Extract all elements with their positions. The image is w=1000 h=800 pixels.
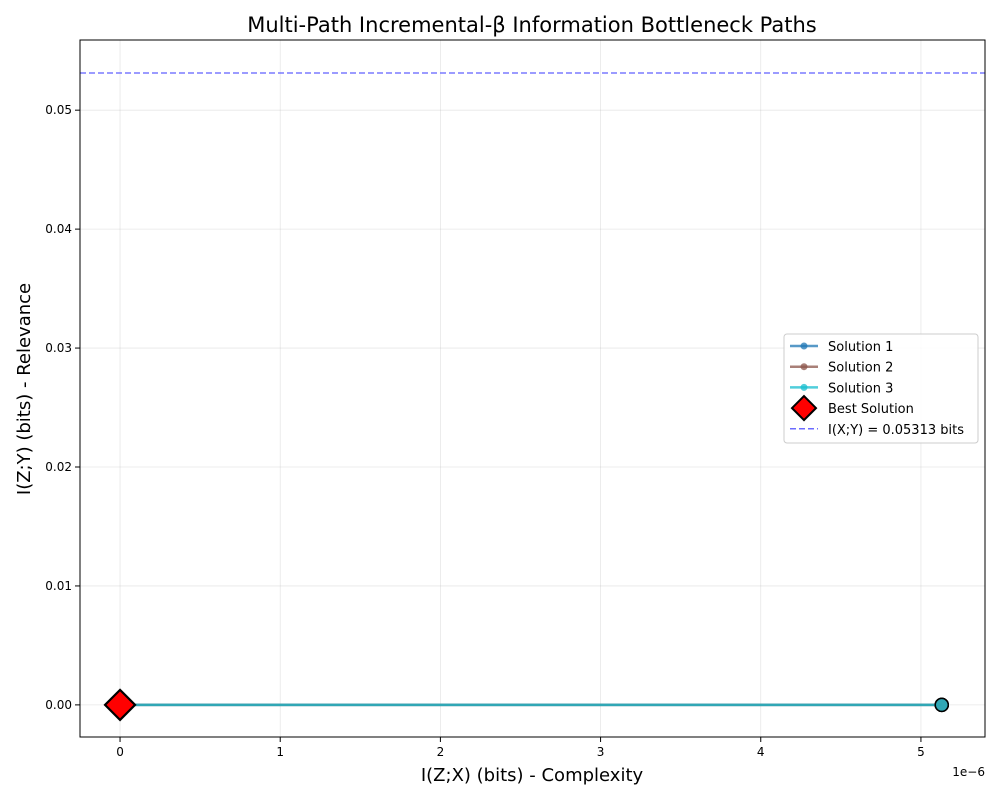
x-tick-label: 2 — [437, 745, 445, 759]
x-tick-label: 1 — [276, 745, 284, 759]
y-tick-label: 0.03 — [45, 341, 72, 355]
legend-label-reference-line: I(X;Y) = 0.05313 bits — [828, 423, 964, 438]
legend-swatch-marker-2 — [800, 363, 808, 371]
y-tick-label: 0.00 — [45, 698, 72, 712]
marker-layer — [103, 688, 950, 722]
y-axis-title: I(Z;Y) (bits) - Relevance — [14, 283, 35, 495]
legend-swatch-best-solution — [790, 394, 818, 422]
x-tick-label: 3 — [597, 745, 605, 759]
x-tick-label: 5 — [917, 745, 925, 759]
legend-label-1: Solution 1 — [828, 340, 893, 355]
y-tick-label: 0.04 — [45, 222, 72, 236]
best-solution-marker — [103, 688, 137, 722]
legend-swatch-marker-1 — [800, 342, 808, 350]
y-tick-label: 0.01 — [45, 579, 72, 593]
x-tick-label: 0 — [116, 745, 124, 759]
chart-title: Multi-Path Incremental-β Information Bot… — [247, 13, 817, 37]
x-axis-title: I(Z;X) (bits) - Complexity — [421, 765, 644, 786]
y-tick-label: 0.02 — [45, 460, 72, 474]
series-start-point-3 — [934, 697, 950, 713]
legend-label-best-solution: Best Solution — [828, 402, 914, 417]
x-axis-ticks: 0 1 2 3 4 5 — [116, 737, 925, 759]
legend-label-3: Solution 3 — [828, 381, 893, 396]
legend-label-2: Solution 2 — [828, 361, 893, 376]
x-tick-label: 4 — [757, 745, 765, 759]
y-axis-ticks: 0.00 0.01 0.02 0.03 0.04 0.05 — [45, 103, 80, 712]
x-axis-offset-label: 1e−6 — [952, 765, 985, 779]
legend-swatch-marker-3 — [800, 383, 808, 391]
legend-box — [783, 333, 979, 444]
legend: Solution 1 Solution 2 Solution 3 Best Solut… — [783, 333, 979, 444]
y-tick-label: 0.05 — [45, 103, 72, 117]
plot-area-frame — [79, 39, 986, 738]
